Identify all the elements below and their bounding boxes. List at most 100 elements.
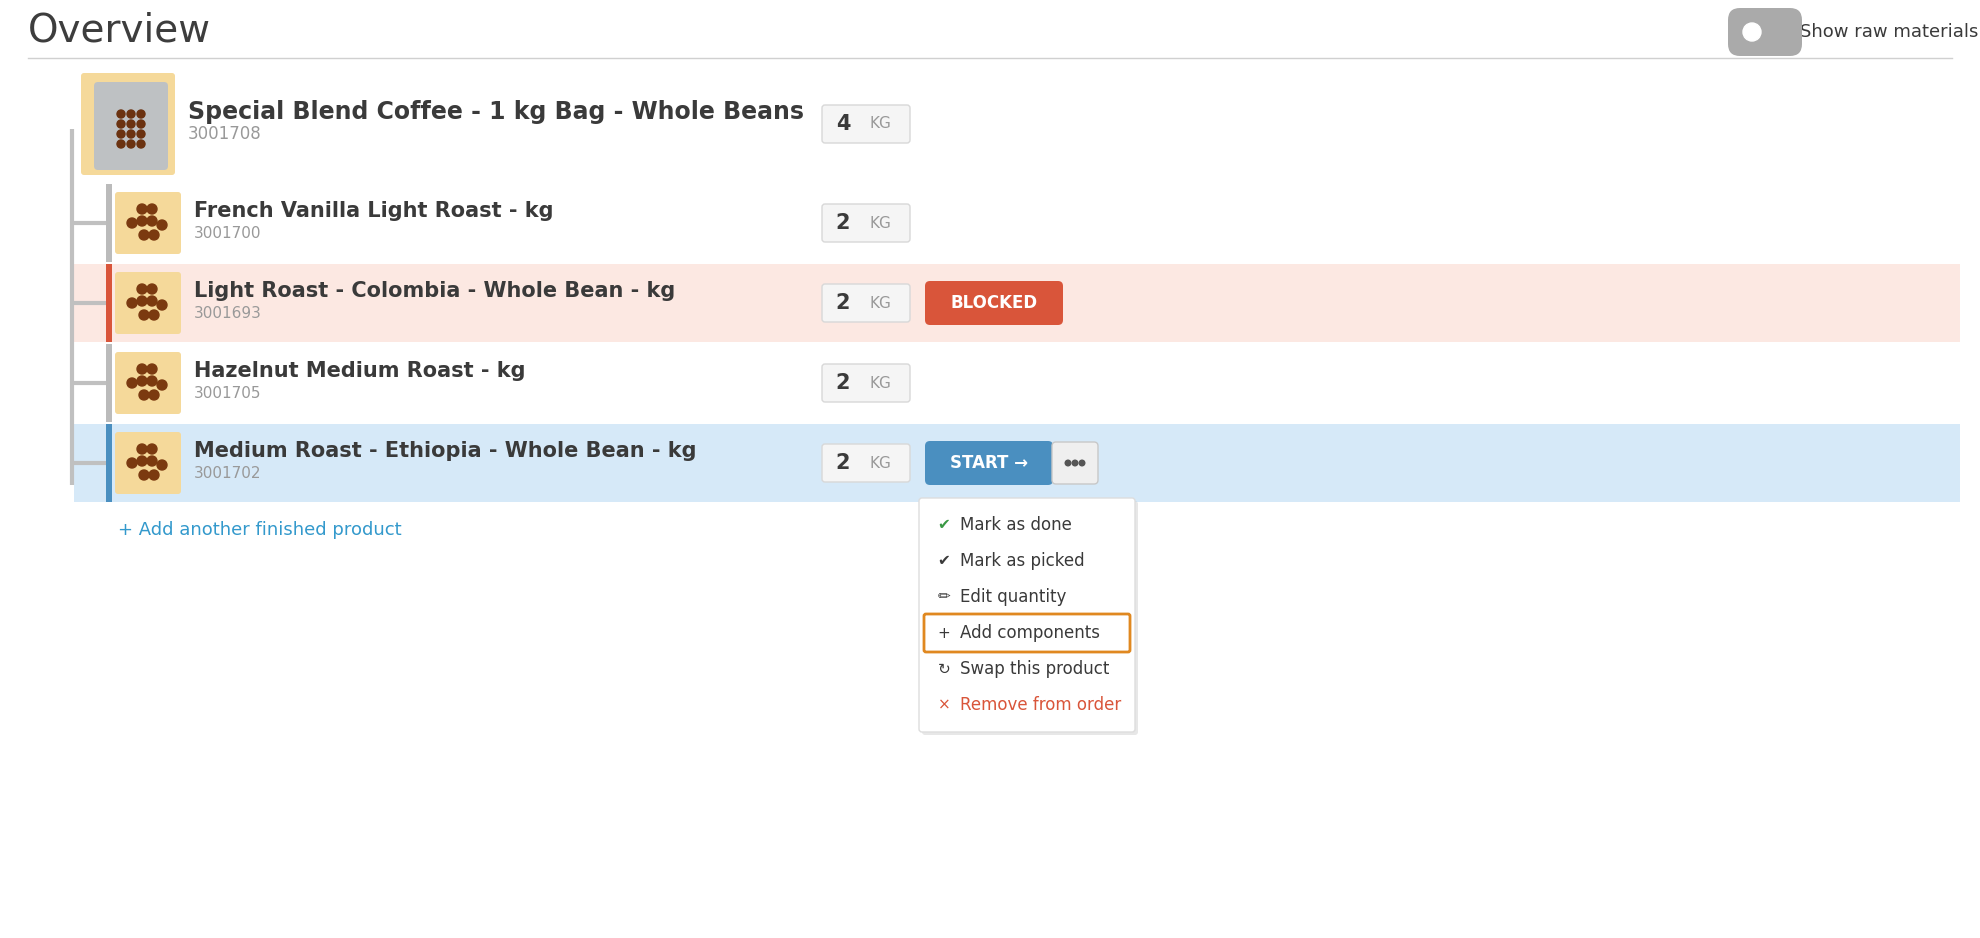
Text: 2: 2 <box>836 293 849 313</box>
Circle shape <box>147 376 156 386</box>
Circle shape <box>127 120 135 128</box>
Circle shape <box>147 216 156 226</box>
Text: KG: KG <box>869 456 891 471</box>
Circle shape <box>147 444 156 454</box>
FancyBboxPatch shape <box>1051 442 1099 484</box>
Circle shape <box>139 470 148 480</box>
Text: Light Roast - Colombia - Whole Bean - kg: Light Roast - Colombia - Whole Bean - kg <box>194 281 675 301</box>
Text: BLOCKED: BLOCKED <box>950 294 1038 312</box>
FancyBboxPatch shape <box>925 281 1063 325</box>
FancyBboxPatch shape <box>107 264 113 342</box>
Circle shape <box>1079 461 1085 466</box>
FancyBboxPatch shape <box>923 501 1138 735</box>
Circle shape <box>127 378 137 388</box>
Text: Mark as done: Mark as done <box>960 516 1071 534</box>
Text: Show raw materials: Show raw materials <box>1800 23 1978 41</box>
Text: Remove from order: Remove from order <box>960 696 1121 714</box>
FancyBboxPatch shape <box>115 192 180 254</box>
Text: French Vanilla Light Roast - kg: French Vanilla Light Roast - kg <box>194 201 554 221</box>
Text: 3001705: 3001705 <box>194 386 261 401</box>
FancyBboxPatch shape <box>115 272 180 334</box>
Text: ×: × <box>939 698 950 713</box>
Text: 3001708: 3001708 <box>188 125 261 143</box>
Text: 2: 2 <box>836 453 849 473</box>
Circle shape <box>147 204 156 214</box>
Circle shape <box>139 390 148 400</box>
Circle shape <box>137 216 147 226</box>
Text: 3001702: 3001702 <box>194 465 261 480</box>
FancyBboxPatch shape <box>822 105 911 143</box>
FancyBboxPatch shape <box>73 264 1960 342</box>
Circle shape <box>148 390 158 400</box>
Circle shape <box>127 110 135 118</box>
Circle shape <box>147 364 156 374</box>
Circle shape <box>137 296 147 306</box>
Text: Medium Roast - Ethiopia - Whole Bean - kg: Medium Roast - Ethiopia - Whole Bean - k… <box>194 441 697 461</box>
Circle shape <box>127 140 135 148</box>
Circle shape <box>148 470 158 480</box>
Text: Hazelnut Medium Roast - kg: Hazelnut Medium Roast - kg <box>194 361 525 381</box>
Text: START →: START → <box>950 454 1028 472</box>
Circle shape <box>156 380 166 390</box>
Text: KG: KG <box>869 295 891 310</box>
FancyBboxPatch shape <box>73 424 1960 502</box>
Circle shape <box>137 120 145 128</box>
FancyBboxPatch shape <box>1729 8 1802 56</box>
Circle shape <box>117 130 125 138</box>
Circle shape <box>1742 23 1760 41</box>
Circle shape <box>148 310 158 320</box>
Text: Swap this product: Swap this product <box>960 660 1109 678</box>
Circle shape <box>137 456 147 466</box>
Circle shape <box>127 130 135 138</box>
Text: Special Blend Coffee - 1 kg Bag - Whole Beans: Special Blend Coffee - 1 kg Bag - Whole … <box>188 100 804 124</box>
FancyBboxPatch shape <box>107 184 113 262</box>
Circle shape <box>139 310 148 320</box>
Text: ✏: ✏ <box>939 589 950 604</box>
Text: + Add another finished product: + Add another finished product <box>119 521 402 539</box>
Circle shape <box>137 110 145 118</box>
FancyBboxPatch shape <box>822 204 911 242</box>
Text: KG: KG <box>869 375 891 390</box>
Circle shape <box>147 296 156 306</box>
FancyBboxPatch shape <box>107 344 113 422</box>
FancyBboxPatch shape <box>822 444 911 482</box>
FancyBboxPatch shape <box>107 424 113 502</box>
FancyBboxPatch shape <box>925 614 1131 652</box>
FancyBboxPatch shape <box>81 73 174 175</box>
Circle shape <box>137 140 145 148</box>
Circle shape <box>137 284 147 294</box>
Circle shape <box>137 376 147 386</box>
Circle shape <box>147 456 156 466</box>
Circle shape <box>127 298 137 308</box>
FancyBboxPatch shape <box>93 82 168 170</box>
Text: Overview: Overview <box>28 11 212 49</box>
Text: ↻: ↻ <box>939 661 950 676</box>
Circle shape <box>117 120 125 128</box>
FancyBboxPatch shape <box>115 432 180 494</box>
Text: 2: 2 <box>836 373 849 393</box>
Circle shape <box>127 218 137 228</box>
Text: ✔: ✔ <box>939 518 950 533</box>
FancyBboxPatch shape <box>919 498 1135 732</box>
Circle shape <box>137 204 147 214</box>
Text: Edit quantity: Edit quantity <box>960 588 1067 606</box>
Circle shape <box>1065 461 1071 466</box>
Circle shape <box>127 458 137 468</box>
Circle shape <box>137 130 145 138</box>
FancyBboxPatch shape <box>822 284 911 322</box>
Text: 2: 2 <box>836 213 849 233</box>
FancyBboxPatch shape <box>822 364 911 402</box>
Text: 4: 4 <box>836 114 849 134</box>
Text: Mark as picked: Mark as picked <box>960 552 1085 570</box>
Text: +: + <box>939 626 950 641</box>
Circle shape <box>117 140 125 148</box>
Circle shape <box>137 364 147 374</box>
Circle shape <box>156 300 166 310</box>
FancyBboxPatch shape <box>925 441 1053 485</box>
Text: KG: KG <box>869 116 891 131</box>
Circle shape <box>156 220 166 230</box>
Circle shape <box>117 110 125 118</box>
Text: KG: KG <box>869 216 891 231</box>
Text: Add components: Add components <box>960 624 1101 642</box>
Text: ✔: ✔ <box>939 553 950 568</box>
